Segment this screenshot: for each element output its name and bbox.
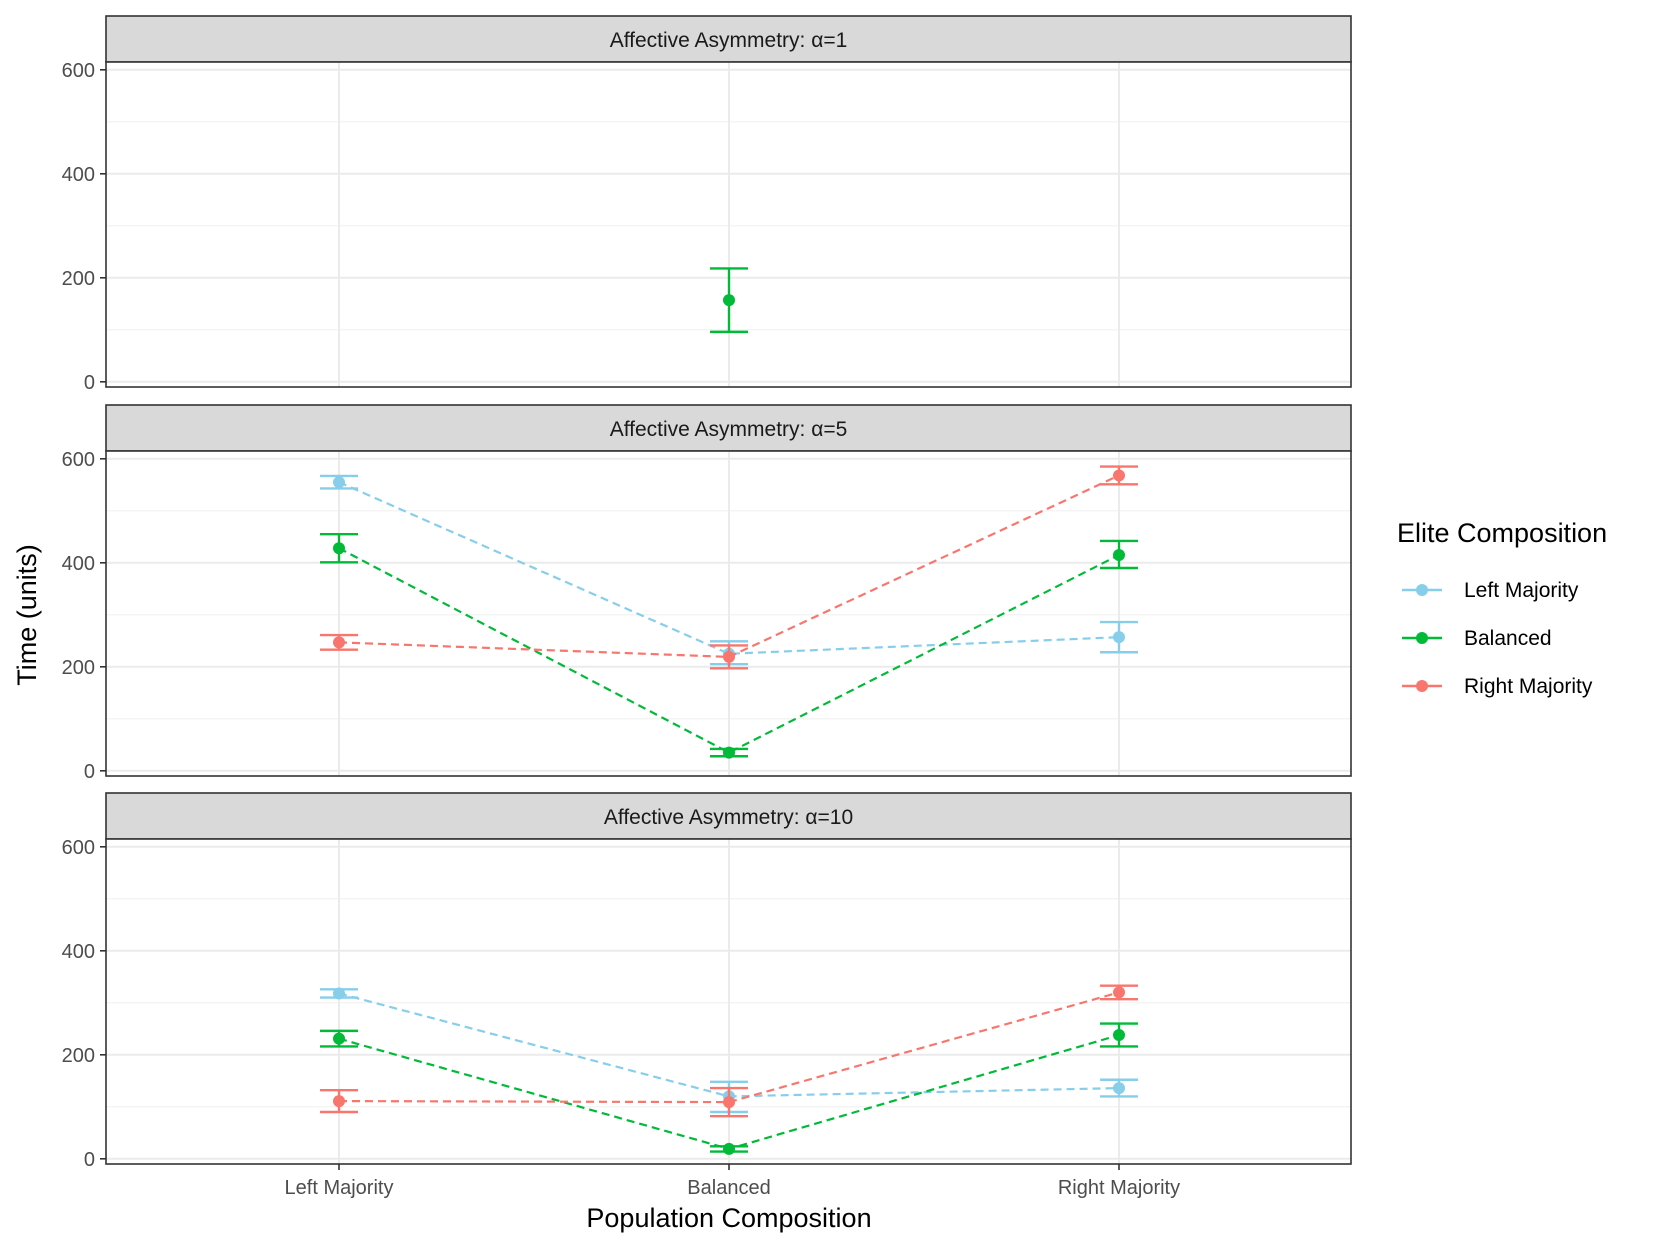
data-point-balanced <box>333 542 345 555</box>
data-point-left-majority <box>1113 631 1125 644</box>
panels-layer: Affective Asymmetry: α=10200400600Affect… <box>62 15 1352 1171</box>
panel-title: Affective Asymmetry: α=10 <box>604 806 853 829</box>
y-tick-label: 0 <box>84 761 95 783</box>
legend-label: Right Majority <box>1464 675 1593 698</box>
data-point-balanced <box>1113 1029 1125 1042</box>
x-tick-label: Right Majority <box>1058 1177 1180 1199</box>
data-point-right-majority <box>723 1096 735 1109</box>
y-tick-label: 600 <box>62 449 95 471</box>
data-point-balanced <box>333 1032 345 1045</box>
x-axis: Left Majority Balanced Right Majority <box>285 1164 1180 1199</box>
panel-border <box>105 450 1352 777</box>
data-point-left-majority <box>1113 1082 1125 1095</box>
x-tick-label: Left Majority <box>285 1177 394 1199</box>
data-point-right-majority <box>333 636 345 649</box>
legend-entry: Balanced <box>1402 627 1552 650</box>
legend-label: Left Majority <box>1464 579 1579 602</box>
panel-strip <box>105 792 1352 840</box>
legend-label: Balanced <box>1464 627 1552 650</box>
data-point-balanced <box>723 1142 735 1155</box>
y-tick-label: 400 <box>62 553 95 575</box>
legend-key-point <box>1416 680 1428 692</box>
y-tick-label: 400 <box>62 941 95 963</box>
panel-strip <box>105 404 1352 452</box>
data-point-right-majority <box>1113 469 1125 482</box>
y-axis-title: Time (units) <box>12 544 42 686</box>
data-point-left-majority <box>333 987 345 1000</box>
panel-1: Affective Asymmetry: α=1 0 200 400 600 <box>62 15 1352 394</box>
data-point-balanced <box>1113 549 1125 561</box>
panel-title: Affective Asymmetry: α=5 <box>610 418 848 441</box>
y-tick-label: 600 <box>62 837 95 859</box>
y-tick-label: 200 <box>62 657 95 679</box>
data-point-right-majority <box>723 650 735 663</box>
x-axis-title: Population Composition <box>586 1203 871 1233</box>
series-line-balanced <box>338 547 1120 754</box>
legend-entry: Right Majority <box>1402 675 1593 698</box>
panel-3: Affective Asymmetry: α=10 0 200 400 600 <box>62 792 1352 1171</box>
data-point-right-majority <box>333 1095 345 1108</box>
legend-key-point <box>1416 584 1428 596</box>
y-tick-label: 200 <box>62 268 95 290</box>
panel-border <box>105 61 1352 388</box>
y-tick-label: 200 <box>62 1045 95 1067</box>
y-tick-label: 0 <box>84 1149 95 1171</box>
x-tick-label: Balanced <box>687 1177 770 1199</box>
data-point-right-majority <box>1113 986 1125 999</box>
data-point-balanced <box>723 294 735 307</box>
y-tick-label: 0 <box>84 372 95 394</box>
legend-title: Elite Composition <box>1397 518 1607 548</box>
panel-title: Affective Asymmetry: α=1 <box>610 29 848 52</box>
panel-strip <box>105 15 1352 63</box>
legend: Elite Composition Left Majority Balanced R… <box>1397 518 1607 698</box>
data-point-balanced <box>723 746 735 759</box>
legend-key-point <box>1416 632 1428 644</box>
data-point-left-majority <box>333 476 345 489</box>
legend-entry: Left Majority <box>1402 579 1579 602</box>
y-tick-label: 600 <box>62 60 95 82</box>
y-tick-label: 400 <box>62 164 95 186</box>
panel-2: Affective Asymmetry: α=5 0 200 400 600 <box>62 404 1352 783</box>
